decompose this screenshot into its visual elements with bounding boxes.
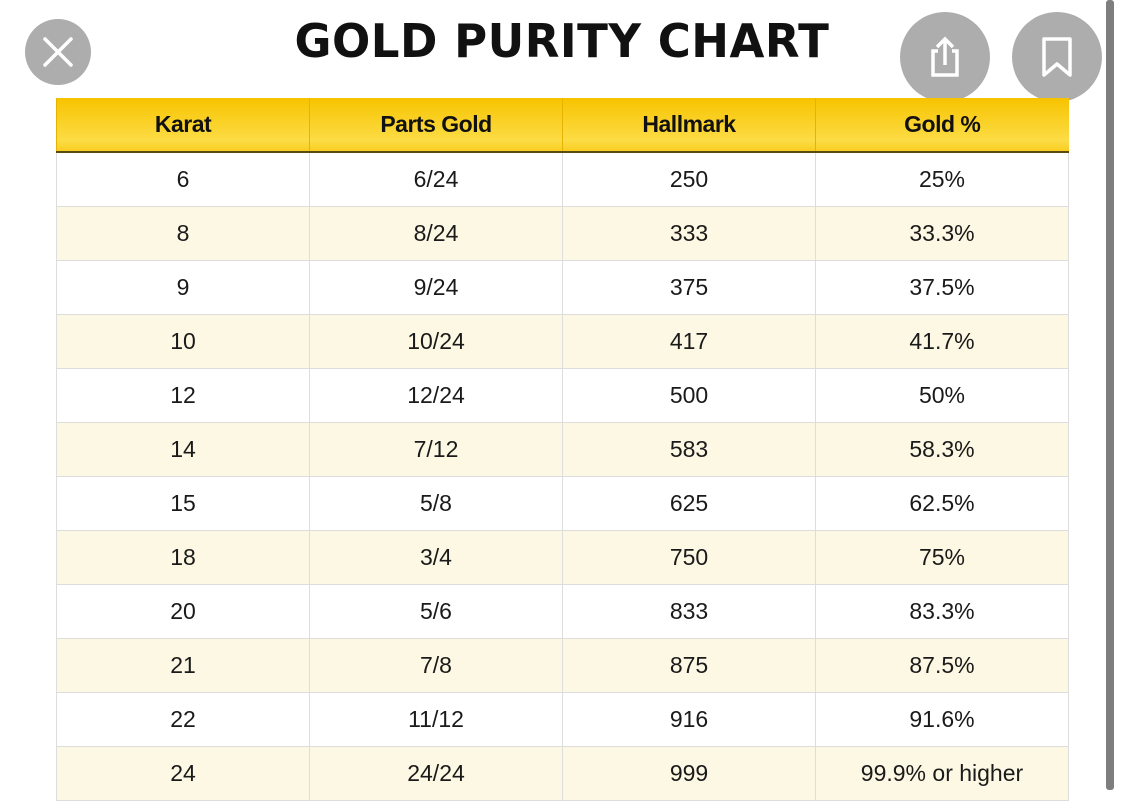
table-cell: 41.7%	[815, 314, 1069, 369]
table-cell: 6/24	[309, 151, 563, 207]
table-row: 14 7/12 583 58.3%	[56, 422, 1069, 477]
table-cell: 50%	[815, 368, 1069, 423]
table-row: 20 5/6 833 83.3%	[56, 584, 1069, 639]
table-cell: 875	[562, 638, 816, 693]
table-cell: 500	[562, 368, 816, 423]
table-cell: 999	[562, 746, 816, 801]
close-button[interactable]	[25, 19, 91, 85]
column-header: Parts Gold	[309, 98, 563, 153]
table-cell: 12/24	[309, 368, 563, 423]
table-cell: 62.5%	[815, 476, 1069, 531]
table-cell: 5/8	[309, 476, 563, 531]
table-cell: 12	[56, 368, 310, 423]
table-cell: 10/24	[309, 314, 563, 369]
table-row: 18 3/4 750 75%	[56, 530, 1069, 585]
table-cell: 7/12	[309, 422, 563, 477]
table-cell: 750	[562, 530, 816, 585]
table-cell: 8	[56, 206, 310, 261]
table-cell: 250	[562, 151, 816, 207]
page-title: GOLD PURITY CHART	[294, 14, 830, 68]
table-cell: 83.3%	[815, 584, 1069, 639]
table-row: 15 5/8 625 62.5%	[56, 476, 1069, 531]
table-row: 24 24/24 999 99.9% or higher	[56, 746, 1069, 801]
table-row: 6 6/24 250 25%	[56, 151, 1069, 207]
table-cell: 21	[56, 638, 310, 693]
share-button[interactable]	[900, 12, 990, 102]
table-cell: 5/6	[309, 584, 563, 639]
table-header-row: Karat Parts Gold Hallmark Gold %	[56, 98, 1069, 153]
table-cell: 625	[562, 476, 816, 531]
table-cell: 24	[56, 746, 310, 801]
table-cell: 15	[56, 476, 310, 531]
table-row: 10 10/24 417 41.7%	[56, 314, 1069, 369]
table-cell: 33.3%	[815, 206, 1069, 261]
table-row: 21 7/8 875 87.5%	[56, 638, 1069, 693]
table-cell: 417	[562, 314, 816, 369]
table-row: 22 11/12 916 91.6%	[56, 692, 1069, 747]
table-cell: 333	[562, 206, 816, 261]
table-cell: 22	[56, 692, 310, 747]
table-cell: 75%	[815, 530, 1069, 585]
table-cell: 18	[56, 530, 310, 585]
table-cell: 20	[56, 584, 310, 639]
table-row: 9 9/24 375 37.5%	[56, 260, 1069, 315]
bookmark-button[interactable]	[1012, 12, 1102, 102]
column-header: Karat	[56, 98, 310, 153]
table-cell: 9	[56, 260, 310, 315]
close-icon	[43, 37, 73, 67]
table-row: 8 8/24 333 33.3%	[56, 206, 1069, 261]
scrollbar[interactable]	[1106, 0, 1114, 790]
table-cell: 14	[56, 422, 310, 477]
column-header: Hallmark	[562, 98, 816, 153]
gold-purity-table: Karat Parts Gold Hallmark Gold % 6 6/24 250 25…	[56, 98, 1069, 801]
column-header: Gold %	[815, 98, 1069, 153]
share-icon	[931, 36, 959, 77]
table-cell: 37.5%	[815, 260, 1069, 315]
table-cell: 99.9% or higher	[815, 746, 1069, 801]
table-cell: 58.3%	[815, 422, 1069, 477]
table-cell: 24/24	[309, 746, 563, 801]
table-cell: 9/24	[309, 260, 563, 315]
table-cell: 833	[562, 584, 816, 639]
table-cell: 87.5%	[815, 638, 1069, 693]
table-cell: 3/4	[309, 530, 563, 585]
table-cell: 91.6%	[815, 692, 1069, 747]
table-cell: 916	[562, 692, 816, 747]
table-cell: 11/12	[309, 692, 563, 747]
table-cell: 7/8	[309, 638, 563, 693]
bookmark-icon	[1042, 37, 1072, 77]
table-cell: 375	[562, 260, 816, 315]
table-cell: 8/24	[309, 206, 563, 261]
table-cell: 6	[56, 151, 310, 207]
table-cell: 10	[56, 314, 310, 369]
table-row: 12 12/24 500 50%	[56, 368, 1069, 423]
table-cell: 583	[562, 422, 816, 477]
table-cell: 25%	[815, 151, 1069, 207]
